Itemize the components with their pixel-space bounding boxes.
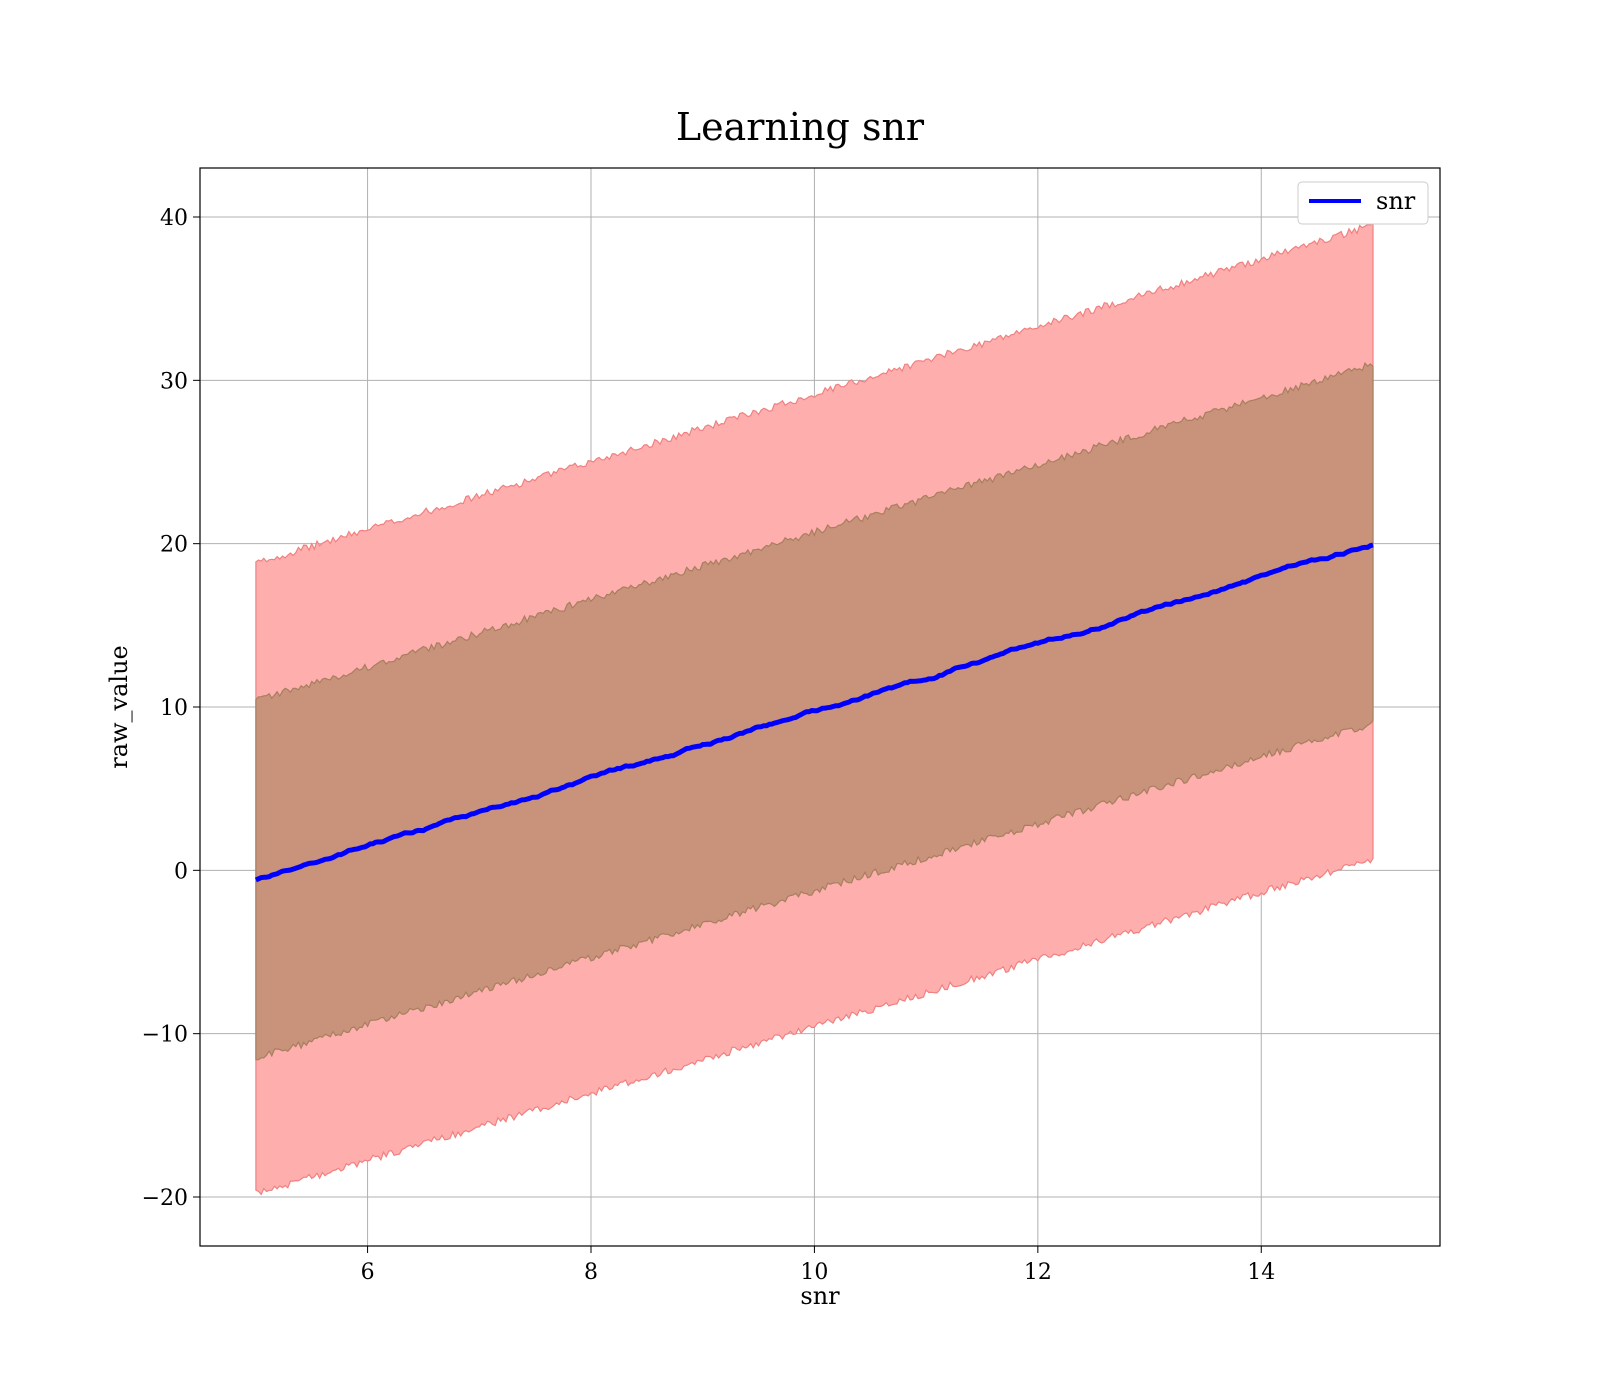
legend-frame bbox=[1297, 181, 1429, 225]
axis-ticks: 6 8 10 12 14 −20 −10 0 10 20 30 40 bbox=[142, 206, 1276, 1285]
series-lines bbox=[254, 542, 1374, 883]
y-tick-label: 30 bbox=[160, 369, 188, 394]
x-tick-label: 6 bbox=[361, 1260, 375, 1285]
y-tick-label: 10 bbox=[160, 696, 188, 721]
x-tick-label: 10 bbox=[800, 1260, 828, 1285]
chart-title: Learning snr bbox=[676, 105, 925, 149]
y-tick-label: 40 bbox=[160, 206, 188, 231]
legend-label-snr: snr bbox=[1376, 187, 1416, 215]
y-tick-label: 0 bbox=[174, 859, 188, 884]
x-axis-label: snr bbox=[800, 1282, 840, 1310]
legend: snr bbox=[1297, 181, 1429, 225]
y-axis-label: raw_value bbox=[105, 645, 133, 769]
series-line-snr bbox=[254, 542, 1374, 883]
x-tick-label: 12 bbox=[1024, 1260, 1052, 1285]
y-tick-label: −20 bbox=[142, 1186, 188, 1211]
x-tick-label: 14 bbox=[1247, 1260, 1275, 1285]
x-tick-label: 8 bbox=[584, 1260, 598, 1285]
y-tick-label: 20 bbox=[160, 533, 188, 558]
y-tick-label: −10 bbox=[142, 1023, 188, 1048]
